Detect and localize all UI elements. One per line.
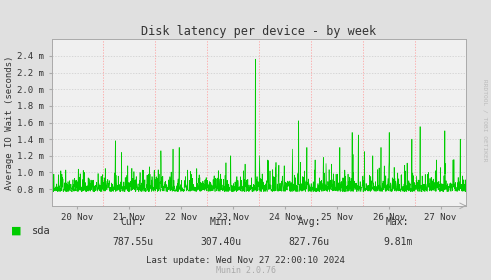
Text: ■: ■ — [11, 226, 21, 236]
Text: 787.55u: 787.55u — [112, 237, 153, 247]
Text: sda: sda — [32, 226, 51, 236]
Text: Munin 2.0.76: Munin 2.0.76 — [216, 266, 275, 275]
Y-axis label: Average IO Wait (seconds): Average IO Wait (seconds) — [5, 55, 14, 190]
Text: Last update: Wed Nov 27 22:00:10 2024: Last update: Wed Nov 27 22:00:10 2024 — [146, 256, 345, 265]
Text: Avg:: Avg: — [298, 217, 321, 227]
Text: RRDTOOL / TOBI OETIKER: RRDTOOL / TOBI OETIKER — [482, 79, 487, 162]
Text: Cur:: Cur: — [121, 217, 144, 227]
Text: 307.40u: 307.40u — [200, 237, 242, 247]
Text: 827.76u: 827.76u — [289, 237, 330, 247]
Title: Disk latency per device - by week: Disk latency per device - by week — [141, 25, 377, 38]
Text: 9.81m: 9.81m — [383, 237, 412, 247]
Text: Min:: Min: — [209, 217, 233, 227]
Text: Max:: Max: — [386, 217, 409, 227]
